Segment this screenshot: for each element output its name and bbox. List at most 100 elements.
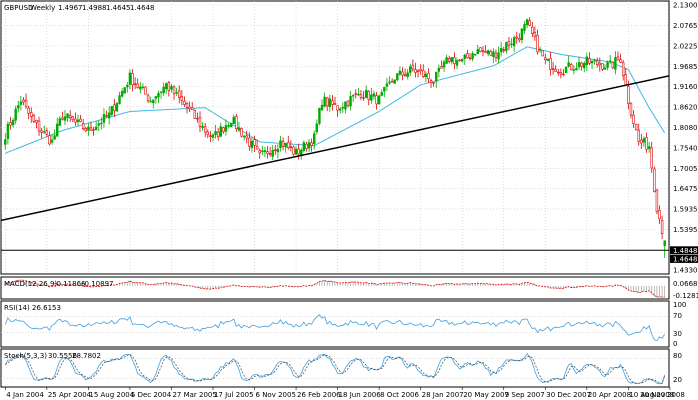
- candle-body: [333, 103, 337, 105]
- candle-body: [562, 73, 565, 76]
- candle: [544, 53, 547, 65]
- candle-body: [242, 135, 246, 138]
- moving-average-line: [5, 46, 666, 154]
- candle-body: [494, 52, 498, 58]
- candle: [616, 51, 620, 61]
- candle: [435, 71, 438, 88]
- candle: [170, 84, 173, 93]
- candle: [315, 119, 319, 135]
- candle: [68, 110, 72, 122]
- candle: [380, 89, 383, 97]
- candle-body: [22, 99, 25, 103]
- candle-body: [271, 149, 274, 157]
- candle: [32, 113, 36, 124]
- rsi-plot: [1, 314, 669, 342]
- candle-body: [253, 139, 256, 146]
- candle: [30, 107, 33, 123]
- candle-body: [323, 96, 326, 107]
- candle-body: [240, 128, 243, 137]
- candle: [292, 145, 295, 156]
- candle-body: [100, 122, 103, 125]
- main-title: GBPUSD Weekly 1.4967 1.4988 1.4645 1.464…: [4, 4, 155, 12]
- candle-body: [245, 135, 248, 139]
- candle: [201, 122, 204, 131]
- candle: [403, 68, 407, 77]
- candle-body: [128, 72, 132, 85]
- candle: [48, 131, 51, 146]
- time-axis-tick-label: 4 Jan 2004: [6, 391, 44, 399]
- candle-body: [40, 130, 43, 133]
- candle-body: [505, 42, 508, 52]
- candle: [248, 132, 251, 151]
- candle-body: [473, 53, 477, 56]
- candle-body: [294, 148, 298, 155]
- candle: [567, 55, 570, 68]
- candle: [507, 37, 511, 50]
- candle-body: [279, 140, 282, 149]
- candle: [250, 136, 254, 153]
- candle: [645, 132, 648, 153]
- candle-body: [79, 118, 82, 122]
- candle-body: [17, 105, 20, 109]
- candle: [393, 79, 396, 84]
- candle: [110, 105, 113, 117]
- candle-body: [632, 114, 635, 124]
- candle: [115, 102, 119, 112]
- time-axis-tick-label: 9 Sep 2007: [505, 391, 545, 399]
- candle-body: [429, 80, 433, 84]
- candle: [546, 58, 550, 62]
- candle-body: [261, 150, 264, 152]
- price-tag-current: 1.4648: [670, 254, 698, 263]
- candle: [512, 35, 516, 53]
- time-axis-tick-label: 27 Mar 2005: [172, 391, 216, 399]
- candle: [499, 41, 503, 57]
- candle-body: [118, 95, 121, 104]
- candle: [196, 112, 199, 123]
- candle: [642, 136, 646, 147]
- candle-body: [549, 58, 552, 70]
- candle-body: [642, 138, 646, 143]
- candle-body: [588, 58, 591, 64]
- candle: [427, 68, 430, 84]
- candle: [595, 57, 599, 68]
- candle-body: [601, 63, 604, 70]
- candle-body: [248, 137, 251, 147]
- candle-body: [536, 35, 539, 53]
- candle-body: [292, 146, 295, 155]
- candle: [481, 45, 485, 57]
- candle: [453, 52, 456, 70]
- time-axis-tick-label: 25 Apr 2004: [48, 391, 92, 399]
- candle-body: [437, 67, 441, 72]
- candle-body: [35, 119, 38, 123]
- candle: [178, 85, 181, 104]
- candle: [14, 105, 17, 125]
- candle: [601, 63, 604, 72]
- candle: [118, 91, 121, 105]
- candle: [209, 130, 212, 142]
- price-axis-tick-label: 2.0225: [673, 42, 698, 50]
- candle: [476, 44, 479, 55]
- candle: [455, 57, 459, 70]
- candle: [235, 113, 238, 132]
- candle-body: [450, 57, 454, 63]
- candle-body: [393, 79, 396, 84]
- candle: [87, 122, 90, 136]
- candle: [128, 69, 132, 90]
- candle: [40, 127, 43, 139]
- candle: [84, 126, 87, 133]
- candle: [621, 59, 625, 81]
- candle-body: [590, 60, 594, 64]
- price-axis-tick-label: 1.6475: [673, 185, 698, 193]
- candle: [284, 142, 287, 153]
- candle-body: [81, 122, 85, 130]
- candle: [593, 58, 596, 65]
- candle-body: [224, 125, 228, 132]
- candle-body: [94, 126, 98, 131]
- time-axis-tick-label: 18 Jun 2006: [339, 391, 382, 399]
- rsi-axis-100: 100: [673, 301, 686, 309]
- candle: [533, 26, 537, 41]
- candle-body: [653, 168, 656, 192]
- price-tag-upper-label: 1.4848: [673, 247, 698, 255]
- candle-body: [627, 86, 630, 104]
